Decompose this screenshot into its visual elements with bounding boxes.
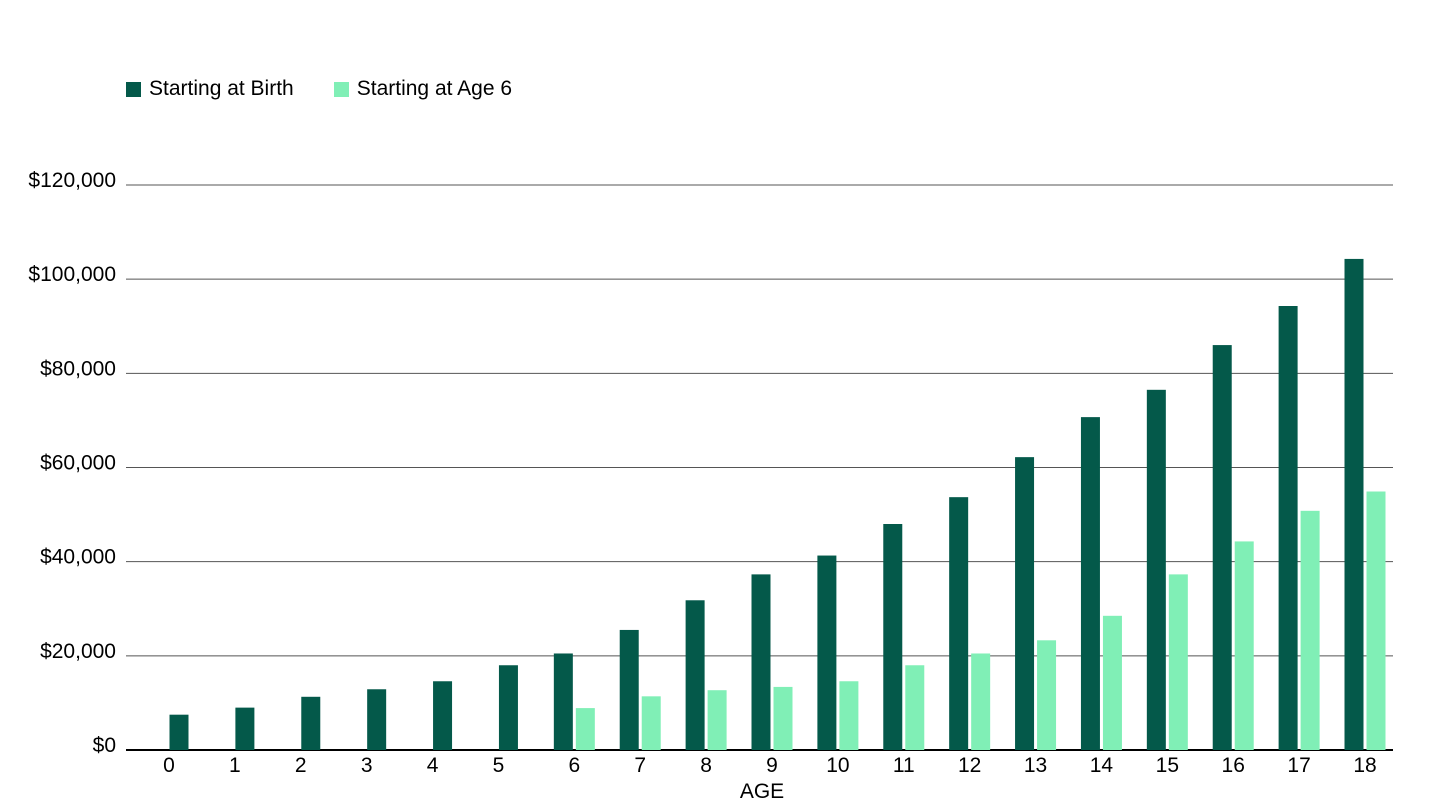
bar-starting-at-birth xyxy=(619,629,639,750)
y-axis-ticks: $0 $20,000 $40,000 $60,000 $80,000 $100,000 $1… xyxy=(28,169,116,757)
x-tick-label: 8 xyxy=(700,754,712,777)
y-tick-label: $120,000 xyxy=(28,169,116,192)
x-tick-label: 15 xyxy=(1156,754,1179,777)
y-tick-label: $60,000 xyxy=(40,452,116,475)
x-tick-label: 17 xyxy=(1287,754,1310,777)
x-tick-label: 10 xyxy=(826,754,849,777)
bar-starting-at-birth xyxy=(433,681,453,750)
bar-starting-at-age-6 xyxy=(971,653,991,750)
bar-starting-at-age-6 xyxy=(1300,510,1320,750)
y-tick-label: $100,000 xyxy=(28,263,116,286)
bar-starting-at-age-6 xyxy=(575,708,595,750)
bar-starting-at-age-6 xyxy=(1102,615,1122,750)
bar-starting-at-birth xyxy=(751,574,771,750)
bar-starting-at-birth xyxy=(1015,457,1035,750)
legend-swatch-age6 xyxy=(333,81,349,97)
x-tick-label: 5 xyxy=(493,754,505,777)
bar-starting-at-age-6 xyxy=(1366,491,1386,750)
x-tick-label: 18 xyxy=(1353,754,1376,777)
bar-starting-at-birth xyxy=(1278,306,1298,750)
x-tick-label: 4 xyxy=(427,754,439,777)
bar-starting-at-age-6 xyxy=(773,686,793,750)
x-tick-label: 9 xyxy=(766,754,778,777)
bar-starting-at-age-6 xyxy=(905,665,925,750)
x-tick-label: 16 xyxy=(1222,754,1245,777)
x-tick-label: 14 xyxy=(1090,754,1114,777)
x-tick-label: 11 xyxy=(893,754,915,777)
bars xyxy=(169,258,1386,750)
x-tick-label: 1 xyxy=(229,754,241,777)
bar-starting-at-age-6 xyxy=(707,690,727,750)
bar-starting-at-birth xyxy=(1212,345,1232,750)
bar-starting-at-age-6 xyxy=(1168,574,1188,750)
bar-starting-at-birth xyxy=(553,653,573,750)
bar-starting-at-birth xyxy=(883,524,903,750)
x-tick-label: 6 xyxy=(568,754,580,777)
legend-item-birth[interactable]: Starting at Birth xyxy=(126,77,294,101)
bar-starting-at-birth xyxy=(949,497,969,750)
bar-starting-at-birth xyxy=(169,714,189,750)
bar-starting-at-birth xyxy=(498,665,518,750)
x-tick-label: 2 xyxy=(295,754,307,777)
legend-item-age6[interactable]: Starting at Age 6 xyxy=(333,77,513,101)
bar-starting-at-age-6 xyxy=(641,696,661,750)
chart-legend: Starting at Birth Starting at Age 6 xyxy=(126,77,552,101)
y-tick-label: $40,000 xyxy=(40,546,116,569)
bar-starting-at-birth xyxy=(1080,417,1100,750)
bar-starting-at-birth xyxy=(367,689,387,750)
legend-swatch-birth xyxy=(126,81,141,97)
bar-starting-at-age-6 xyxy=(839,681,859,750)
x-tick-label: 7 xyxy=(634,754,646,777)
bar-starting-at-birth xyxy=(235,707,255,750)
y-tick-label: $0 xyxy=(93,734,116,757)
x-tick-label: 13 xyxy=(1024,754,1047,777)
x-axis-ticks: 0 1 2 3 4 5 6 7 8 9 10 11 12 13 14 15 16 17 18 xyxy=(163,754,1377,777)
bar-starting-at-birth xyxy=(1146,389,1166,750)
bar-starting-at-birth xyxy=(1344,258,1364,750)
y-tick-label: $80,000 xyxy=(40,357,116,380)
x-tick-label: 0 xyxy=(163,754,175,777)
bar-starting-at-birth xyxy=(817,555,837,750)
x-tick-label: 12 xyxy=(958,754,981,777)
legend-label-age6: Starting at Age 6 xyxy=(356,77,513,100)
bar-starting-at-birth xyxy=(301,696,321,750)
bar-starting-at-birth xyxy=(685,600,705,750)
legend-label-birth: Starting at Birth xyxy=(149,77,294,100)
x-axis-title: AGE xyxy=(740,780,784,803)
bar-starting-at-age-6 xyxy=(1037,640,1057,750)
y-tick-label: $20,000 xyxy=(40,640,116,663)
bar-starting-at-age-6 xyxy=(1234,541,1254,750)
x-tick-label: 3 xyxy=(361,754,373,777)
